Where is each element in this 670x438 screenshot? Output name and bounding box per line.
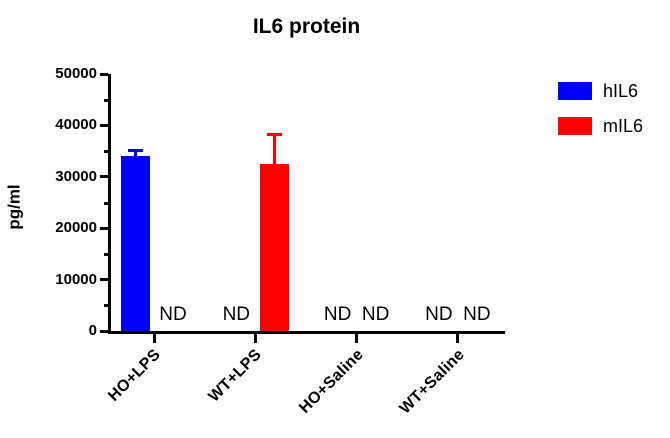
y-minor-tick xyxy=(104,304,108,308)
y-tick-label: 50000 xyxy=(55,65,97,82)
x-tick xyxy=(152,334,156,343)
nd-label-hIL6-HO+Saline: ND xyxy=(323,304,352,325)
chart-title: IL6 protein xyxy=(252,15,361,38)
y-major-tick xyxy=(100,175,108,179)
y-minor-tick xyxy=(104,252,108,256)
x-tick xyxy=(355,334,359,343)
legend-swatch-mIL6 xyxy=(558,117,592,135)
y-minor-tick xyxy=(104,201,108,205)
y-major-tick xyxy=(100,329,108,333)
nd-label-mIL6-HO+Saline: ND xyxy=(361,304,390,325)
x-tick-label: HO+Saline xyxy=(295,346,367,417)
x-tick-label: WT+Saline xyxy=(396,346,468,418)
y-axis-title-text: pg/ml xyxy=(5,183,24,230)
y-major-tick xyxy=(100,72,108,76)
y-tick-label: 30000 xyxy=(55,167,97,185)
legend: hIL6 mIL6 xyxy=(558,82,643,152)
y-tick-label: 40000 xyxy=(55,116,97,134)
nd-label-hIL6-WT+LPS: ND xyxy=(222,304,251,325)
x-tick xyxy=(456,334,460,343)
y-axis-title: pg/ml xyxy=(0,78,30,335)
y-tick-label: 0 xyxy=(88,322,97,339)
error-bar xyxy=(133,149,137,159)
y-major-tick xyxy=(100,226,108,230)
bar-hIL6-HO+LPS xyxy=(120,156,150,331)
error-bar xyxy=(272,134,276,166)
y-minor-tick xyxy=(104,98,108,102)
error-bar-cap xyxy=(266,133,282,137)
nd-label-mIL6-HO+LPS: ND xyxy=(159,304,187,325)
legend-label: hIL6 xyxy=(603,81,639,101)
x-tick xyxy=(253,334,257,343)
y-minor-tick xyxy=(104,150,108,154)
legend-item-hIL6: hIL6 xyxy=(558,82,643,100)
legend-swatch-hIL6 xyxy=(558,82,592,100)
y-major-tick xyxy=(100,123,108,127)
x-tick-label: WT+LPS xyxy=(205,346,266,406)
bar-mIL6-WT+LPS xyxy=(259,163,289,331)
y-tick-label: 10000 xyxy=(55,270,97,288)
nd-label-hIL6-WT+Saline: ND xyxy=(425,304,453,325)
plot-area: 0 10000 20000 30000 40000 50000 HO+LPS WT+LPS HO… xyxy=(55,65,505,417)
y-tick-label: 20000 xyxy=(55,219,97,237)
legend-label: mIL6 xyxy=(603,116,644,136)
error-bar-cap xyxy=(127,148,143,152)
y-major-tick xyxy=(100,278,108,282)
nd-label-mIL6-WT+Saline: ND xyxy=(463,304,491,325)
x-tick-label: HO+LPS xyxy=(105,346,165,405)
legend-item-mIL6: mIL6 xyxy=(558,117,643,135)
